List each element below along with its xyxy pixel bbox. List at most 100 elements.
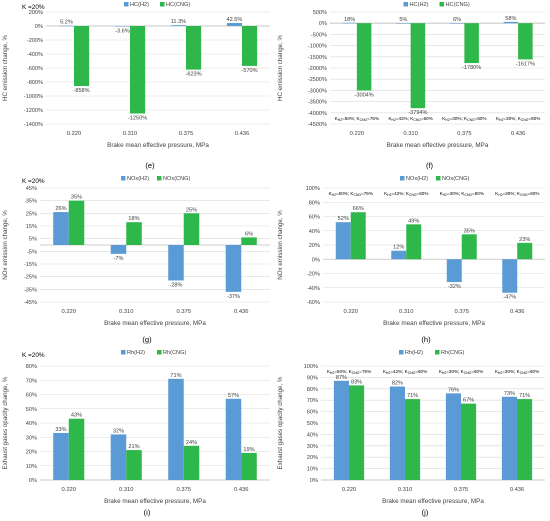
- data-label: 67%: [463, 398, 474, 404]
- legend-swatch: [121, 350, 126, 355]
- y-tick-label: 0%: [35, 24, 43, 30]
- x-tick-label: 0.220: [343, 309, 358, 315]
- y-axis-title: HC emission change, %: [2, 34, 9, 101]
- data-label: 6%: [453, 17, 461, 23]
- chart-h: -60% -40% -20% 0% 20% 40% 60% 80% 100% 52% 12% -32%…: [277, 176, 545, 344]
- x-tick-label: 0.220: [350, 131, 365, 137]
- data-label: 52%: [338, 216, 349, 222]
- y-tick-label: 45%: [26, 186, 37, 192]
- bar-hc-h2-: [226, 23, 242, 26]
- y-tick-label: -3000%: [308, 88, 327, 94]
- y-tick-label: 20%: [307, 455, 318, 461]
- k-annotation: K =20%: [22, 178, 45, 185]
- data-label: -623%: [185, 72, 201, 78]
- x-tick-label: 0.436: [234, 309, 249, 315]
- bar-rh-h2-: [501, 396, 517, 480]
- x-tick-label: 0.375: [454, 309, 469, 315]
- legend-swatch: [400, 176, 405, 181]
- y-tick-label: 80%: [26, 364, 37, 370]
- y-tick-label: 10%: [307, 467, 318, 473]
- k-note: KH2=50%; KCNG=76%: [329, 191, 373, 197]
- y-tick-label: -1400%: [24, 122, 43, 128]
- bar-hc-cng-: [464, 23, 479, 64]
- data-label: 73%: [504, 391, 515, 397]
- legend-label: Rh(CNG): [163, 350, 186, 356]
- y-tick-label: 60%: [26, 393, 37, 399]
- x-tick-label: 0.220: [342, 487, 357, 493]
- panel-letter: (h): [421, 335, 431, 344]
- bar-rh-cng-: [349, 385, 365, 480]
- bar-nox-cng-: [406, 224, 422, 260]
- bar-hc-h2-: [170, 25, 186, 26]
- data-label: 71%: [407, 393, 418, 399]
- y-tick-label: -1000%: [24, 94, 43, 100]
- x-tick-label: 0.220: [61, 487, 76, 493]
- legend-label: HC(H2): [130, 2, 149, 8]
- chart-g: -45% -35% -25% -15% -5% 5% 15% 25% 35% 45% 26% -7% -…: [2, 176, 270, 344]
- k-note: KH2=50%; KCNG=76%: [327, 369, 371, 375]
- panel-letter: (j): [422, 508, 429, 517]
- bar-hc-h2-: [503, 21, 519, 24]
- bar-nox-h2-: [446, 259, 462, 283]
- y-tick-label: 40%: [26, 421, 37, 427]
- bar-hc-h2-: [449, 23, 465, 24]
- y-tick-label: 40%: [309, 229, 320, 235]
- data-label: 33%: [55, 427, 66, 433]
- bar-hc-cng-: [356, 23, 372, 91]
- bar-nox-h2-: [225, 245, 242, 292]
- data-label: 71%: [170, 373, 181, 379]
- y-tick-label: -3500%: [308, 100, 327, 106]
- y-axis-title: Exhaust gases opacity change, %: [277, 376, 284, 469]
- y-tick-label: 0%: [319, 21, 327, 27]
- data-label: 18%: [128, 216, 139, 222]
- x-tick-label: 0.310: [119, 309, 134, 315]
- y-tick-label: -40%: [307, 286, 320, 292]
- y-tick-label: -1500%: [308, 55, 327, 61]
- bar-rh-cng-: [183, 445, 200, 480]
- legend-label: NOx(CNG): [442, 176, 469, 182]
- bar-rh-cng-: [405, 399, 421, 480]
- data-label: 43%: [71, 413, 82, 419]
- y-tick-label: -60%: [307, 300, 320, 306]
- legend-swatch: [124, 2, 129, 7]
- data-label: 21%: [128, 444, 139, 450]
- legend-swatch: [436, 176, 441, 181]
- bar-nox-h2-: [110, 245, 127, 254]
- y-tick-label: -15%: [24, 262, 37, 268]
- bar-hc-cng-: [74, 26, 90, 87]
- bar-rh-h2-: [168, 378, 184, 480]
- k-note: KH2=30%; KCNG=60%: [442, 116, 486, 122]
- data-label: -3794%: [408, 110, 427, 116]
- legend-label: HC(CNG): [166, 2, 190, 8]
- k-note: KH2=50%; KCNG=76%: [335, 116, 379, 122]
- data-label: 42.5%: [227, 17, 243, 23]
- y-tick-label: 30%: [26, 435, 37, 441]
- k-note: KH2=30%; KCNG=60%: [495, 369, 539, 375]
- bar-nox-cng-: [241, 237, 257, 245]
- y-tick-label: 200%: [29, 10, 43, 16]
- data-label: 24%: [186, 440, 197, 446]
- x-axis-title: Brake mean effective pressure, MPa: [104, 320, 206, 327]
- bar-rh-h2-: [225, 398, 242, 480]
- bar-rh-cng-: [517, 399, 533, 480]
- legend-label: HC(H2): [410, 2, 429, 8]
- data-label: 6%: [245, 231, 253, 237]
- x-axis-title: Brake mean effective pressure, MPa: [104, 498, 206, 505]
- bar-nox-h2-: [391, 250, 407, 260]
- k-note: KH2=42%; KCNG=60%: [384, 191, 428, 197]
- x-axis-title: Brake mean effective pressure, MPa: [387, 142, 489, 149]
- y-tick-label: -20%: [307, 272, 320, 278]
- x-tick-label: 0.220: [61, 309, 76, 315]
- k-note: KH2=30%; KCNG=60%: [440, 191, 484, 197]
- data-label: -570%: [241, 68, 257, 74]
- x-axis-title: Brake mean effective pressure, MPa: [383, 320, 485, 327]
- x-tick-label: 0.375: [179, 131, 194, 137]
- x-axis-title: Brake mean effective pressure, MPa: [382, 498, 484, 505]
- y-axis-title: Exhaust gases opacity change, %: [2, 376, 9, 469]
- data-label: -1780%: [462, 65, 481, 71]
- y-tick-label: 5%: [29, 237, 37, 243]
- bar-hc-cng-: [518, 23, 533, 60]
- bar-hc-cng-: [410, 23, 426, 109]
- y-tick-label: 15%: [26, 224, 37, 230]
- data-label: -7%: [114, 256, 124, 262]
